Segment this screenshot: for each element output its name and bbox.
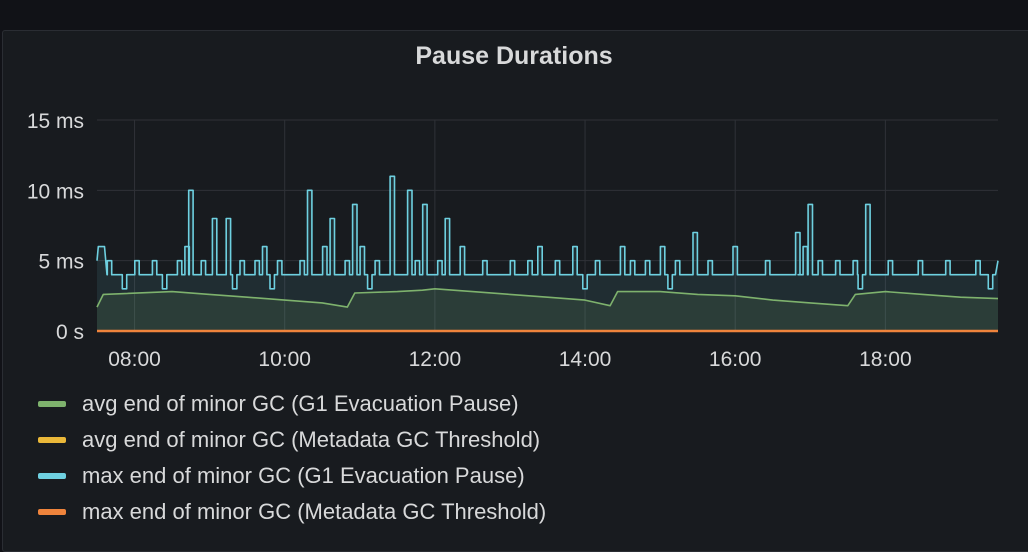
legend-label: max end of minor GC (Metadata GC Thresho… (82, 499, 547, 524)
legend-swatch (38, 401, 66, 407)
legend-swatch (38, 437, 66, 443)
legend-swatch (38, 473, 66, 479)
series-line-max-g1 (96, 175, 999, 290)
legend-label: avg end of minor GC (G1 Evacuation Pause… (82, 391, 519, 416)
y-tick-label: 15 ms (27, 110, 84, 133)
series-area-avg-g1 (97, 288, 998, 331)
series-line-avg-g1 (96, 288, 999, 308)
legend-item[interactable]: avg end of minor GC (Metadata GC Thresho… (38, 422, 546, 458)
x-tick-label: 12:00 (409, 348, 462, 371)
legend: avg end of minor GC (G1 Evacuation Pause… (38, 386, 546, 530)
legend-item[interactable]: avg end of minor GC (G1 Evacuation Pause… (38, 386, 546, 422)
y-tick-label: 0 s (56, 321, 84, 344)
x-tick-label: 08:00 (108, 348, 161, 371)
x-tick-label: 10:00 (258, 348, 311, 371)
legend-swatch (38, 509, 66, 515)
panel-title: Pause Durations (415, 42, 613, 70)
legend-label: max end of minor GC (G1 Evacuation Pause… (82, 463, 525, 488)
x-tick-label: 16:00 (709, 348, 762, 371)
y-tick-label: 10 ms (27, 180, 84, 203)
x-tick-label: 14:00 (559, 348, 612, 371)
legend-label: avg end of minor GC (Metadata GC Thresho… (82, 427, 541, 452)
legend-item[interactable]: max end of minor GC (Metadata GC Thresho… (38, 494, 546, 530)
series-area-max-g1 (97, 176, 998, 331)
chart-svg: 0 s 5 ms 10 ms 15 ms 08:00 10:00 12:00 14:00 16:… (27, 110, 999, 371)
x-tick-label: 18:00 (859, 348, 912, 371)
y-tick-label: 5 ms (38, 251, 84, 274)
legend-item[interactable]: max end of minor GC (G1 Evacuation Pause… (38, 458, 546, 494)
